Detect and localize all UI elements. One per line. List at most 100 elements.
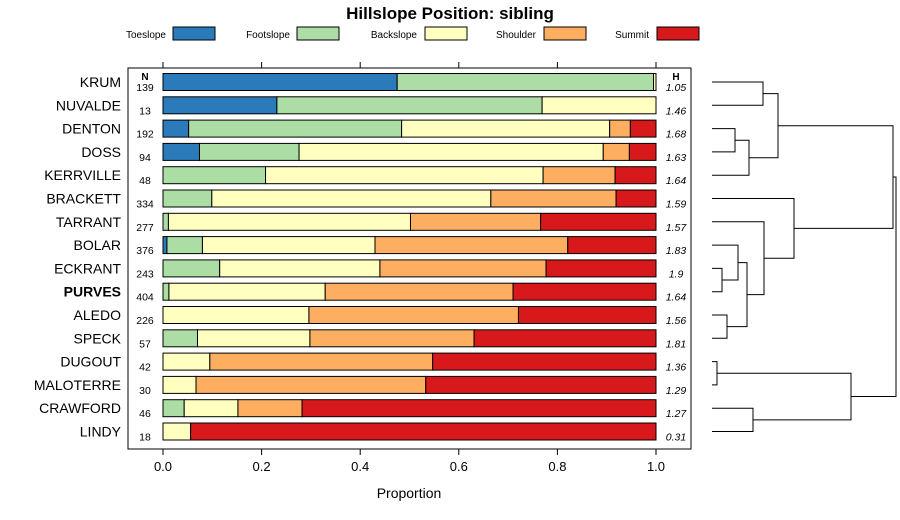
- bar-segment-backslope: [183, 399, 239, 418]
- bar-row-bolar: [162, 236, 657, 255]
- n-value: 139: [136, 82, 154, 94]
- bar-segment-shoulder: [309, 329, 475, 348]
- n-value: 334: [136, 199, 154, 211]
- row-label: DUGOUT: [60, 354, 121, 370]
- bar-row-denton: [162, 119, 657, 138]
- bar-segment-footslope: [276, 96, 543, 115]
- n-value: 48: [139, 175, 151, 187]
- bar-segment-backslope: [162, 422, 192, 441]
- bar-segment-footslope: [166, 236, 203, 255]
- h-value: 1.29: [666, 385, 687, 397]
- n-value: 192: [136, 129, 154, 141]
- row-label: PURVES: [64, 284, 121, 300]
- bar-row-crawford: [162, 399, 657, 418]
- n-value: 226: [136, 315, 154, 327]
- row-label: DOSS: [81, 144, 121, 160]
- dendrogram-link: [712, 267, 723, 293]
- bar-row-tarrant: [162, 212, 657, 231]
- bar-segment-shoulder: [237, 399, 303, 418]
- x-tick-label: 0.2: [253, 459, 271, 474]
- dendrogram-link: [712, 139, 750, 176]
- bar-segment-footslope: [162, 189, 213, 208]
- legend-item-shoulder: Shoulder: [496, 26, 587, 41]
- bar-segment-summit: [432, 352, 657, 371]
- legend-label: Toeslope: [126, 30, 166, 41]
- legend-label: Shoulder: [496, 30, 537, 41]
- bar-segment-footslope: [188, 119, 403, 138]
- bar-segment-backslope: [653, 73, 657, 91]
- bar-segment-summit: [614, 166, 657, 185]
- legend-label: Footslope: [246, 30, 290, 41]
- legend-swatch: [424, 26, 468, 41]
- n-header: N: [141, 72, 148, 83]
- bar-segment-backslope: [219, 259, 381, 278]
- bar-segment-summit: [473, 329, 657, 348]
- n-value: 94: [139, 152, 151, 164]
- bar-segment-summit: [301, 399, 657, 418]
- bar-row-maloterre: [162, 375, 657, 394]
- h-value: 1.63: [666, 152, 687, 164]
- dendrogram-link: [712, 314, 728, 339]
- x-axis-title: Proportion: [377, 485, 442, 501]
- h-value: 1.27: [666, 408, 688, 420]
- h-value: 1.57: [666, 222, 688, 234]
- h-value: 1.36: [666, 362, 687, 374]
- h-value: 1.46: [666, 105, 687, 117]
- bar-row-nuvalde: [162, 96, 657, 115]
- chart-title: Hillslope Position: sibling: [346, 4, 554, 23]
- bar-row-lindy: [162, 422, 657, 441]
- bar-segment-backslope: [168, 282, 326, 301]
- legend-swatch: [172, 26, 216, 41]
- row-label: NUVALDE: [56, 97, 121, 113]
- bar-row-krum: [162, 73, 657, 91]
- bar-segment-backslope: [265, 166, 544, 185]
- bars: [162, 73, 657, 441]
- row-label: LINDY: [80, 424, 122, 440]
- bar-row-kerrville: [162, 166, 657, 185]
- legend-swatch: [656, 26, 700, 41]
- n-value: 30: [139, 385, 151, 397]
- n-value: 376: [136, 245, 154, 257]
- bar-segment-shoulder: [602, 142, 630, 161]
- n-value: 243: [136, 268, 154, 280]
- bar-segment-summit: [517, 306, 657, 324]
- bar-segment-summit: [615, 189, 657, 208]
- dendrogram: [712, 81, 897, 432]
- bar-segment-footslope: [198, 142, 300, 161]
- x-tick-label: 0.4: [351, 459, 369, 474]
- legend-swatch: [543, 26, 587, 41]
- bar-segment-shoulder: [609, 119, 631, 138]
- n-value: 46: [139, 408, 151, 420]
- bar-segment-backslope: [162, 306, 310, 324]
- row-label: SPECK: [74, 330, 122, 346]
- legend-swatch: [296, 26, 340, 41]
- x-tick-label: 0.8: [548, 459, 566, 474]
- n-value: 13: [139, 105, 151, 117]
- dendrogram-link: [712, 128, 736, 153]
- bar-row-brackett: [162, 189, 657, 208]
- legend: Toeslope Footslope Backslope Shoulder Summit: [126, 26, 700, 41]
- dendrogram-link: [712, 198, 795, 259]
- bar-row-speck: [162, 329, 657, 348]
- h-value: 1.9: [669, 268, 684, 280]
- legend-item-backslope: Backslope: [371, 26, 468, 41]
- row-label: ALEDO: [74, 307, 122, 323]
- h-value: 1.81: [666, 338, 686, 350]
- bar-segment-backslope: [298, 142, 604, 161]
- bar-segment-footslope: [162, 212, 169, 231]
- h-value: 1.05: [666, 82, 687, 94]
- n-value: 42: [139, 362, 151, 374]
- bar-segment-shoulder: [379, 259, 547, 278]
- bar-segment-footslope: [162, 399, 185, 418]
- row-label: ECKRANT: [54, 260, 121, 276]
- bar-segment-footslope: [162, 329, 199, 348]
- dendrogram-link: [727, 262, 748, 328]
- legend-item-footslope: Footslope: [246, 26, 340, 41]
- row-label: KERRVILLE: [44, 167, 121, 183]
- bar-segment-shoulder: [374, 236, 569, 255]
- dendrogram-link: [717, 372, 852, 421]
- dendrogram-link: [851, 176, 897, 398]
- h-value: 1.64: [666, 292, 687, 304]
- bar-segment-backslope: [162, 352, 211, 371]
